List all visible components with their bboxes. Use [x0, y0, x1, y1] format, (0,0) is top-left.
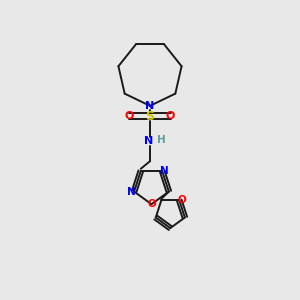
Text: O: O [166, 111, 175, 121]
Text: N: N [160, 166, 169, 176]
Text: H: H [157, 135, 166, 145]
Text: N: N [146, 101, 154, 111]
Text: N: N [128, 187, 136, 196]
Text: O: O [125, 111, 134, 121]
Text: O: O [178, 195, 187, 206]
Text: N: N [144, 136, 153, 146]
Text: O: O [147, 199, 156, 209]
Text: S: S [146, 110, 154, 123]
